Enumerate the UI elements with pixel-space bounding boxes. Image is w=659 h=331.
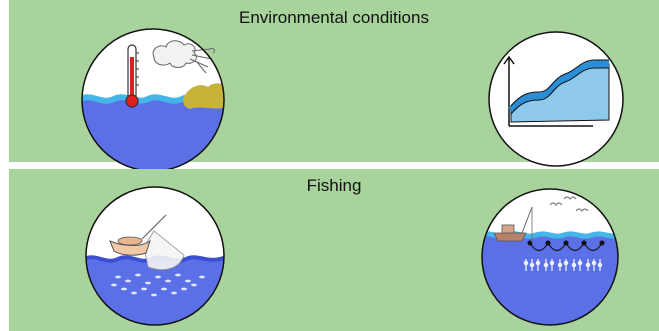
small-scale-fishing-circle: [84, 185, 226, 327]
environmental-conditions-panel: Environmental conditions: [9, 0, 659, 172]
sediment-plume: [183, 83, 224, 109]
wind-cloud-icon: [152, 40, 215, 74]
seagull-icon: [549, 196, 589, 212]
trend-chart-circle: [487, 30, 625, 168]
panel-title-environment: Environmental conditions: [239, 8, 429, 27]
ocean-conditions-circle: [80, 27, 226, 173]
fish-school-icon: [523, 259, 603, 271]
panel-title-fishing: Fishing: [306, 176, 362, 195]
fish-school-icon: [111, 273, 205, 297]
fishing-net: [143, 230, 185, 271]
trend-chart-icon: [503, 55, 610, 127]
thermometer-icon: [125, 44, 139, 108]
trawler-fishing-circle: [480, 187, 620, 327]
fishing-panel: Fishing: [9, 169, 659, 331]
fishing-boat-icon: [493, 206, 533, 243]
fishing-boat-icon: [109, 214, 167, 256]
trawl-net-icon: [527, 240, 605, 252]
